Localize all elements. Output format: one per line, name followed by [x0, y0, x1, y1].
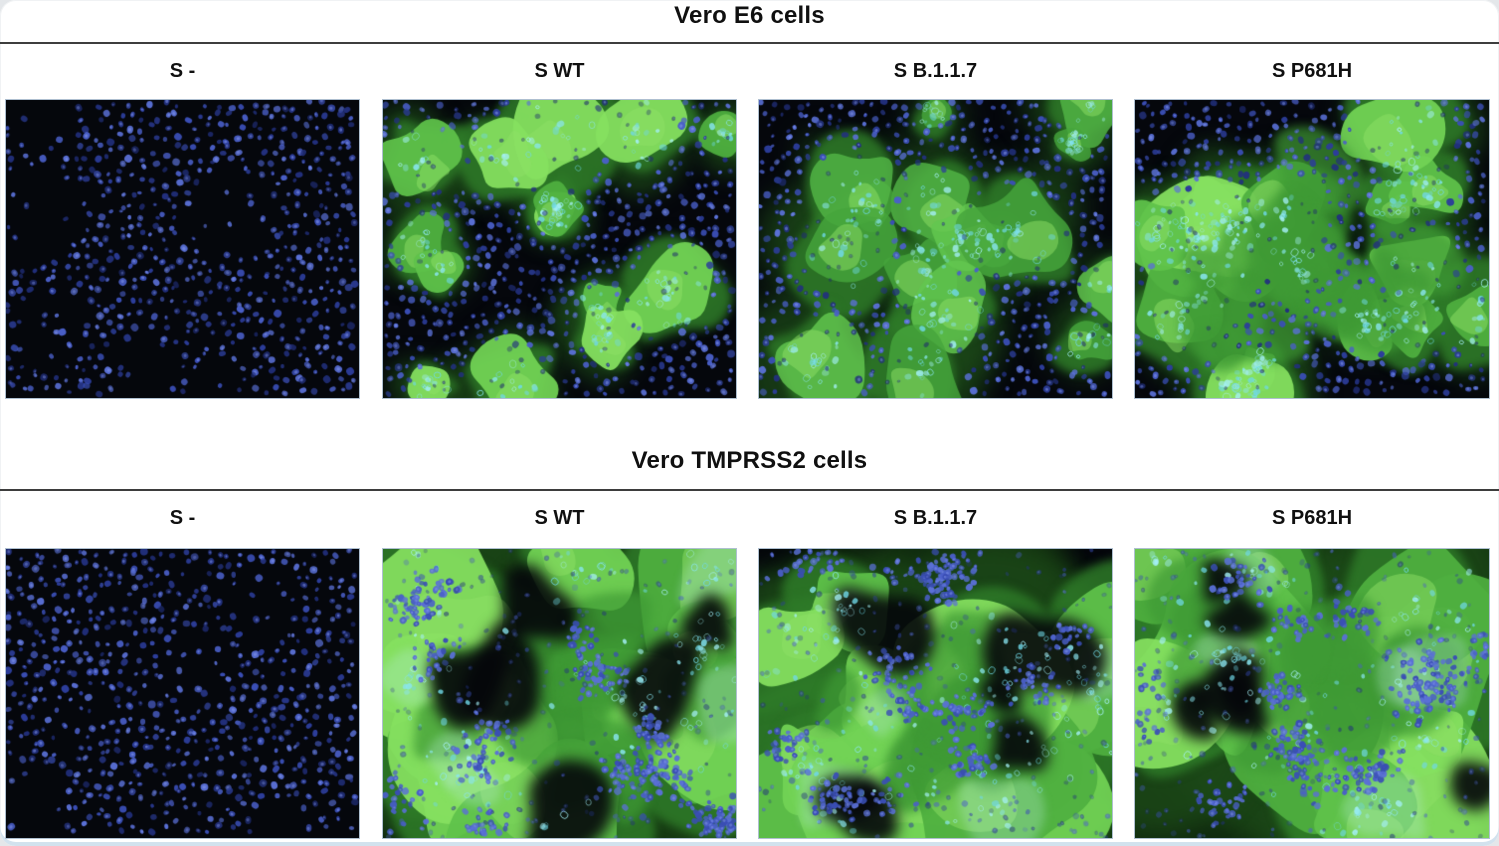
micrograph-vero-e6-s-p681h [1134, 99, 1490, 400]
section-title-vero-e6: Vero E6 cells [674, 2, 825, 29]
section-divider [0, 42, 1499, 44]
panel-label-s-p681h: S P681H [1271, 507, 1353, 529]
panel-label-s-wt: S WT [534, 507, 585, 529]
panel-label-s-p681h: S P681H [1271, 60, 1353, 82]
section-title-vero-tmprss2: Vero TMPRSS2 cells [631, 447, 868, 474]
panel-label-s-neg: S - [169, 60, 196, 82]
micrograph-vero-tmprss2-s-b117 [758, 548, 1113, 840]
micrograph-vero-tmprss2-s-wt [382, 548, 737, 840]
micrograph-vero-e6-s-neg [5, 99, 360, 400]
micrograph-vero-tmprss2-s-neg [5, 548, 360, 840]
micrograph-vero-tmprss2-s-p681h [1134, 548, 1490, 840]
panel-label-s-wt: S WT [534, 60, 585, 82]
micrograph-vero-e6-s-b117 [758, 99, 1113, 400]
micrograph-vero-e6-s-wt [382, 99, 737, 400]
panel-label-s-neg: S - [169, 507, 196, 529]
panel-label-s-b117: S B.1.1.7 [893, 60, 978, 82]
panel-label-s-b117: S B.1.1.7 [893, 507, 978, 529]
section-divider [0, 489, 1499, 491]
